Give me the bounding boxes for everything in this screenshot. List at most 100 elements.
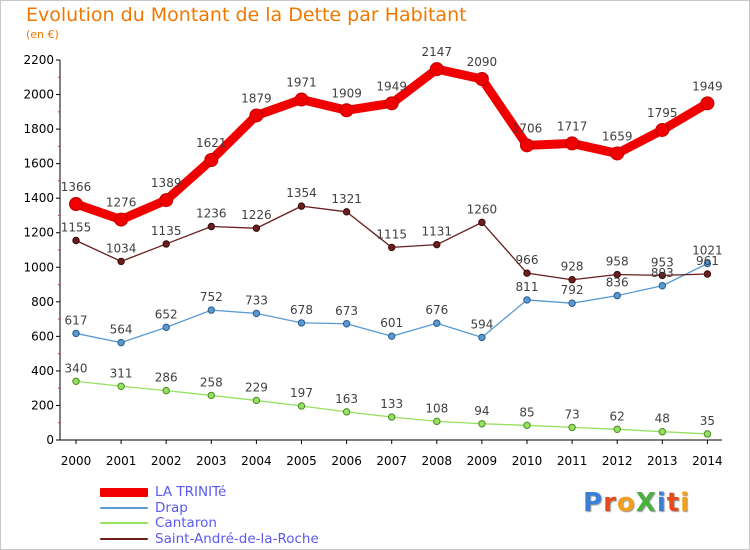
data-label: 1260 <box>467 202 498 216</box>
logo-letter: P <box>583 488 604 518</box>
data-label: 35 <box>700 414 715 428</box>
data-label: 94 <box>474 404 489 418</box>
logo-letter: t <box>666 488 681 518</box>
data-label: 1236 <box>196 207 227 221</box>
data-point <box>72 236 80 245</box>
data-label: 1795 <box>647 106 678 120</box>
data-point <box>568 276 576 284</box>
data-point <box>297 319 306 327</box>
data-point <box>72 329 80 338</box>
data-point <box>478 218 486 227</box>
y-tick-label: 1200 <box>23 226 54 240</box>
data-point <box>658 282 666 290</box>
legend-swatch <box>100 522 148 524</box>
data-label: 1879 <box>241 91 272 105</box>
data-label: 229 <box>245 380 268 394</box>
data-label: 673 <box>335 304 358 318</box>
data-point <box>207 222 216 231</box>
data-label: 676 <box>425 303 448 317</box>
data-point <box>703 270 712 278</box>
data-label: 836 <box>606 276 629 290</box>
data-point <box>339 103 354 118</box>
data-point <box>433 417 441 426</box>
data-label: 1389 <box>151 176 182 190</box>
data-point <box>658 271 666 280</box>
data-point <box>433 240 441 249</box>
data-label: 594 <box>470 317 493 331</box>
data-point <box>72 377 80 385</box>
y-tick-label: 2200 <box>23 53 54 67</box>
data-label: 48 <box>655 412 670 426</box>
data-point <box>388 243 396 252</box>
data-point <box>204 153 219 168</box>
data-point <box>117 257 125 266</box>
data-point <box>207 306 216 314</box>
data-point <box>342 408 351 416</box>
data-point <box>342 208 351 216</box>
data-label: 1021 <box>692 244 723 258</box>
x-tick-label: 2014 <box>692 454 723 468</box>
data-point <box>252 396 261 405</box>
data-point <box>568 423 576 432</box>
legend-swatch <box>100 506 148 509</box>
data-label: 617 <box>65 313 88 327</box>
logo-letter: r <box>603 488 617 518</box>
data-label: 62 <box>610 409 625 423</box>
data-label: 961 <box>696 254 719 268</box>
data-label: 340 <box>65 361 88 375</box>
data-point <box>478 420 486 428</box>
data-point <box>117 338 125 347</box>
data-point <box>610 146 625 161</box>
data-point <box>703 430 712 438</box>
data-label: 792 <box>561 283 584 297</box>
legend-label: Cantaron <box>155 515 217 531</box>
data-point <box>523 421 531 430</box>
line-chart: 0 200 400 600 800 1000 1200 1400 1600 1800 2000 220… <box>23 45 723 468</box>
data-point <box>520 138 534 153</box>
data-point <box>658 428 666 436</box>
data-label: 1226 <box>241 208 272 222</box>
data-point <box>478 333 486 342</box>
y-tick-label: 2000 <box>23 88 54 102</box>
data-label: 678 <box>290 303 313 317</box>
data-label: 85 <box>519 405 534 419</box>
data-label: 163 <box>335 392 358 406</box>
data-label: 133 <box>380 397 403 411</box>
data-point <box>700 96 715 111</box>
data-label: 1621 <box>196 136 227 150</box>
series-line-3 <box>75 205 709 281</box>
legend-swatch <box>100 537 148 540</box>
data-label: 258 <box>200 375 223 389</box>
data-point <box>162 323 170 332</box>
axes: 0 200 400 600 800 1000 1200 1400 1600 1800 2000 220… <box>23 53 722 468</box>
x-tick-label: 2004 <box>241 454 272 468</box>
data-label: 1971 <box>286 76 317 90</box>
x-tick-label: 2009 <box>467 454 498 468</box>
data-label: 1135 <box>151 224 182 238</box>
chart-subtitle: (en €) <box>26 28 59 41</box>
logo-letter: i <box>680 488 691 518</box>
data-point <box>294 92 309 107</box>
data-point <box>162 240 170 248</box>
data-point <box>249 108 264 123</box>
data-point <box>474 72 489 86</box>
data-label: 197 <box>290 386 313 400</box>
data-point <box>703 259 712 268</box>
data-label: 1276 <box>106 196 137 210</box>
data-point <box>159 193 174 208</box>
y-tick-label: 1600 <box>23 157 54 171</box>
legend-label: Drap <box>155 499 188 516</box>
data-label: 1321 <box>331 192 362 206</box>
y-tick-label: 1000 <box>23 260 54 274</box>
x-tick-label: 2008 <box>422 454 453 468</box>
data-label: 1717 <box>557 119 588 133</box>
data-label: 1706 <box>512 121 543 135</box>
data-point <box>384 96 399 111</box>
data-label: 966 <box>516 253 539 267</box>
data-label: 1949 <box>692 79 723 93</box>
data-label: 652 <box>155 307 178 321</box>
x-tick-label: 2012 <box>602 454 633 468</box>
data-point <box>613 291 621 300</box>
data-point <box>162 386 170 395</box>
logo-letter: i <box>656 488 667 518</box>
